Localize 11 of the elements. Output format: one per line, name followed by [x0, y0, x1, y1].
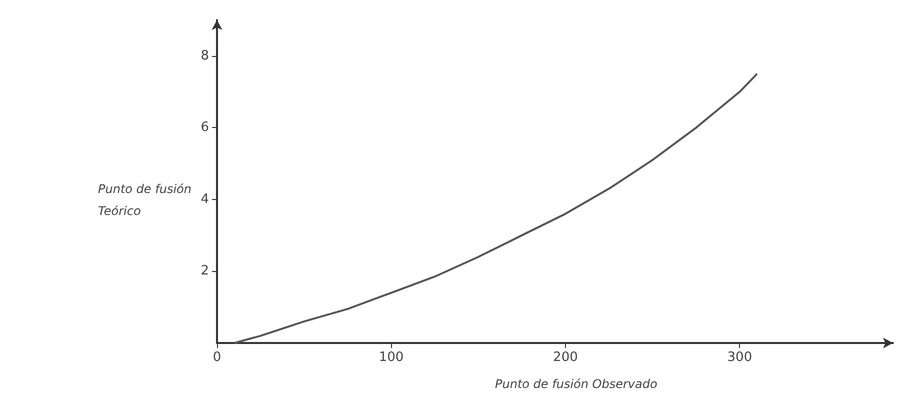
x-tick-label: 200: [553, 350, 578, 365]
x-tick-label: 100: [378, 350, 404, 365]
y-tick-label: 2: [200, 264, 209, 279]
x-tick-label: 300: [727, 350, 752, 365]
line-series: [233, 72, 758, 344]
y-tick-label: 4: [200, 192, 209, 207]
y-axis-title: Punto de fusión Teórico: [98, 182, 196, 218]
y-tick-label: 6: [200, 120, 209, 136]
y-tick-label: 8: [200, 48, 209, 64]
x-axis-title: Punto de fusión Observado: [495, 377, 658, 391]
x-tick-label: 0: [212, 350, 222, 365]
